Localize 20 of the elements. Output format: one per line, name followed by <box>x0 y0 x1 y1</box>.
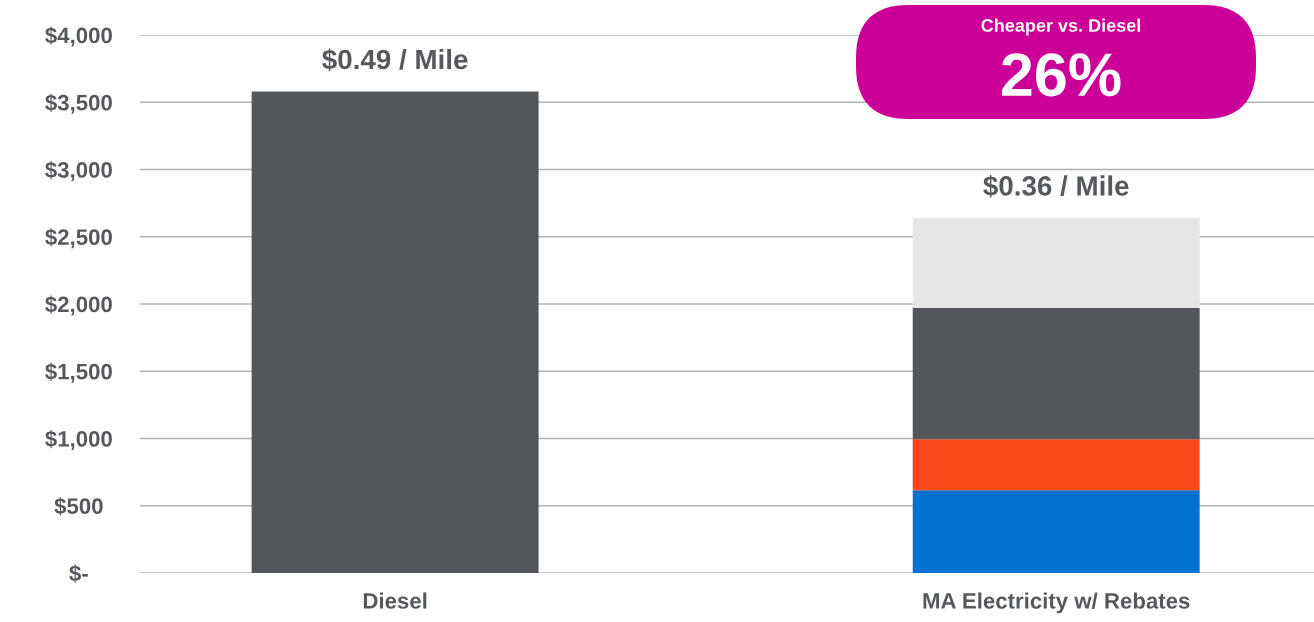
annotation: $0.49 / Mile <box>322 48 468 72</box>
y-tick-label: $2,500 <box>45 228 112 249</box>
y-tick-label: $1,000 <box>45 430 112 450</box>
bar <box>251 91 539 573</box>
x-tick-label: MA Electricity w/ Rebates <box>923 592 1190 614</box>
y-tick-label: $2,000 <box>45 295 112 316</box>
y-tick-label: $1,500 <box>45 362 112 383</box>
bar <box>912 308 1200 440</box>
y-tick-label: $3,500 <box>45 93 112 114</box>
y-tick-label: $500 <box>54 497 103 516</box>
y-tick-label: $3,000 <box>45 161 112 181</box>
annotation: 26% <box>1001 53 1121 97</box>
annotation: $0.36 / Mile <box>983 174 1129 198</box>
bar <box>912 439 1200 491</box>
annotation: Cheaper vs. Diesel <box>981 18 1141 36</box>
bar <box>912 490 1200 573</box>
bar <box>912 217 1200 309</box>
y-tick-label: $4,000 <box>45 26 112 47</box>
x-tick-label: Diesel <box>363 592 427 609</box>
y-tick-label: $- <box>69 564 88 583</box>
